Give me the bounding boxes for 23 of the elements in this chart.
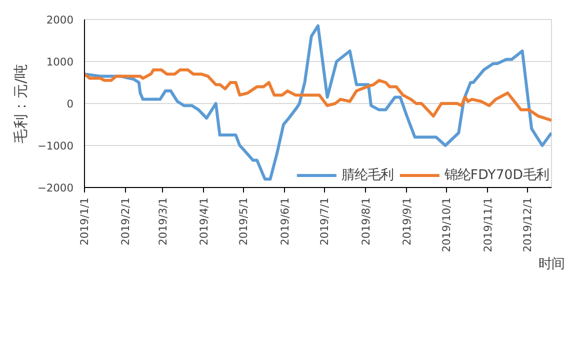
x-tick-label: 2019/5/1 [237, 197, 250, 246]
x-axis-title: 时间 [538, 257, 564, 272]
y-tick-label: −1000 [37, 140, 74, 152]
x-tick-label: 2019/4/1 [197, 197, 210, 246]
x-tick-label: 2019/6/1 [278, 197, 292, 246]
line-series [84, 24, 552, 181]
legend-label: 腈纶毛利 [341, 166, 394, 184]
x-tick-label: 2019/9/1 [400, 197, 414, 246]
x-tick-label: 2019/10/1 [440, 198, 454, 252]
y-tick-label: 0 [66, 98, 74, 110]
x-tick-label: 2019/12/1 [521, 198, 534, 252]
x-tick-label: 2019/3/1 [156, 197, 170, 246]
y-tick-label: 2000 [46, 14, 74, 26]
legend-label: 锦纶FDY70D毛利 [444, 166, 549, 184]
x-tick-label: 2019/2/1 [119, 197, 132, 246]
y-tick-label: −2000 [37, 182, 74, 194]
x-tick-label: 2019/11/1 [481, 198, 494, 252]
y-tick-label: 1000 [46, 56, 74, 68]
x-tick-label: 2019/7/1 [318, 197, 332, 246]
x-tick-label: 2019/1/1 [78, 197, 91, 246]
y-axis-title: 毛利：元/吨 [12, 64, 30, 144]
line-series [84, 68, 552, 122]
x-tick-label: 2019/8/1 [359, 197, 372, 246]
